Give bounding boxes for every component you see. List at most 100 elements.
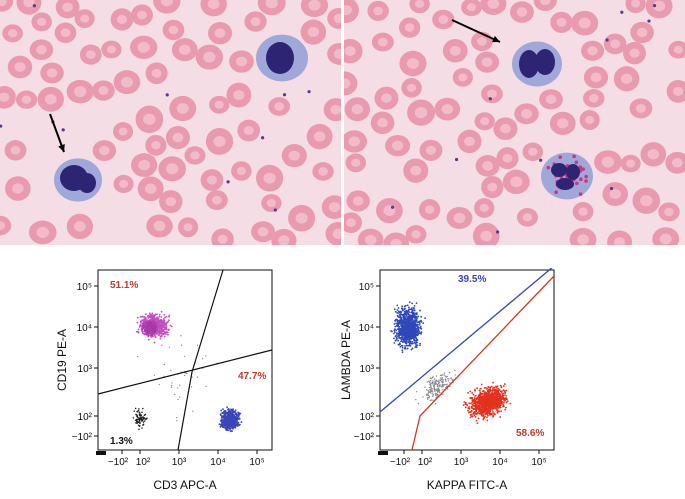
event-dot	[499, 395, 501, 398]
red-blood-cell	[583, 89, 605, 108]
event-dot	[136, 422, 138, 425]
event-dot	[139, 315, 142, 318]
event-dot	[486, 412, 489, 415]
event-dot	[503, 399, 506, 402]
event-dot	[426, 397, 429, 399]
event-dot	[221, 420, 224, 423]
red-blood-cell	[522, 142, 544, 162]
red-blood-cell	[0, 215, 12, 236]
event-dot	[449, 382, 451, 384]
event-dot	[499, 416, 502, 418]
red-blood-cell	[200, 0, 227, 17]
red-blood-cell	[146, 214, 173, 238]
event-dot	[140, 418, 143, 421]
event-dot	[152, 320, 155, 323]
y-tick-label: 10³	[360, 364, 375, 375]
event-dot	[397, 327, 400, 330]
event-dot	[139, 323, 142, 326]
event-dot	[143, 420, 146, 422]
event-dot	[488, 399, 491, 402]
event-dot	[163, 319, 166, 322]
event-dot	[165, 324, 167, 327]
event-dot	[492, 402, 495, 405]
red-blood-cell	[579, 109, 600, 130]
event-dot	[151, 327, 154, 330]
event-dot	[141, 416, 144, 418]
event-dot	[399, 337, 402, 340]
event-dot	[469, 402, 472, 405]
event-dot	[407, 323, 410, 326]
event-dot	[147, 317, 150, 319]
event-dot	[479, 387, 482, 390]
event-dot	[399, 322, 402, 324]
event-dot	[415, 324, 418, 327]
red-blood-cell	[603, 33, 627, 55]
event-dot	[435, 388, 438, 390]
red-blood-cell	[79, 44, 102, 65]
event-dot	[142, 423, 145, 426]
micrograph-right	[344, 0, 685, 245]
event-dot	[402, 339, 405, 342]
red-blood-cell	[306, 123, 333, 150]
event-dot	[410, 342, 413, 345]
event-dot	[475, 397, 478, 400]
platelet	[273, 208, 277, 212]
event-dot	[440, 378, 443, 380]
event-dot	[408, 301, 411, 304]
red-blood-cell	[409, 0, 430, 14]
event-dot	[412, 306, 415, 309]
red-blood-cell	[211, 228, 234, 245]
event-dot	[454, 374, 456, 376]
event-dot	[491, 401, 493, 403]
red-blood-cell	[405, 225, 427, 244]
event-dot	[479, 395, 482, 398]
event-dot	[492, 396, 495, 399]
red-blood-cell	[550, 11, 573, 33]
event-dot	[498, 410, 500, 413]
event-dot	[168, 314, 171, 317]
event-dot	[483, 416, 486, 418]
red-blood-cell	[205, 190, 228, 211]
event-dot	[415, 343, 418, 346]
event-dot	[419, 342, 422, 345]
event-dot	[232, 414, 234, 417]
event-dot	[436, 393, 439, 396]
monocyte-cell	[256, 34, 308, 82]
red-blood-cell	[630, 21, 654, 44]
red-blood-cell	[208, 21, 233, 45]
event-dot	[411, 329, 414, 332]
event-dot	[147, 334, 149, 336]
red-blood-cell	[583, 66, 609, 89]
event-dot	[170, 369, 172, 371]
event-dot	[407, 310, 410, 312]
event-dot	[158, 313, 161, 316]
red-blood-cell	[74, 9, 95, 29]
event-dot	[411, 342, 414, 345]
event-dot	[437, 389, 439, 391]
event-dot	[138, 408, 140, 410]
event-dot	[160, 315, 163, 318]
event-dot	[441, 389, 444, 391]
x-tick-label: 10⁵	[531, 457, 546, 468]
event-dot	[493, 386, 496, 389]
event-dot	[484, 401, 487, 404]
red-blood-cell	[92, 140, 117, 162]
event-dot	[415, 329, 417, 332]
x-tick-label: 10³	[454, 457, 469, 468]
event-dot	[500, 386, 503, 389]
event-dot	[492, 389, 495, 391]
event-dot	[132, 417, 135, 419]
event-dot	[441, 384, 443, 386]
event-dot	[161, 332, 163, 335]
event-dot	[161, 344, 163, 346]
event-dot	[483, 386, 486, 389]
x-tick-label: 10³	[172, 457, 187, 468]
event-dot	[442, 381, 444, 384]
red-blood-cell	[539, 89, 563, 110]
event-dot	[416, 334, 419, 337]
red-blood-cell	[658, 202, 680, 222]
event-dot	[401, 305, 403, 308]
event-dot	[444, 375, 447, 378]
event-dot	[505, 398, 508, 401]
event-dot	[424, 386, 426, 388]
